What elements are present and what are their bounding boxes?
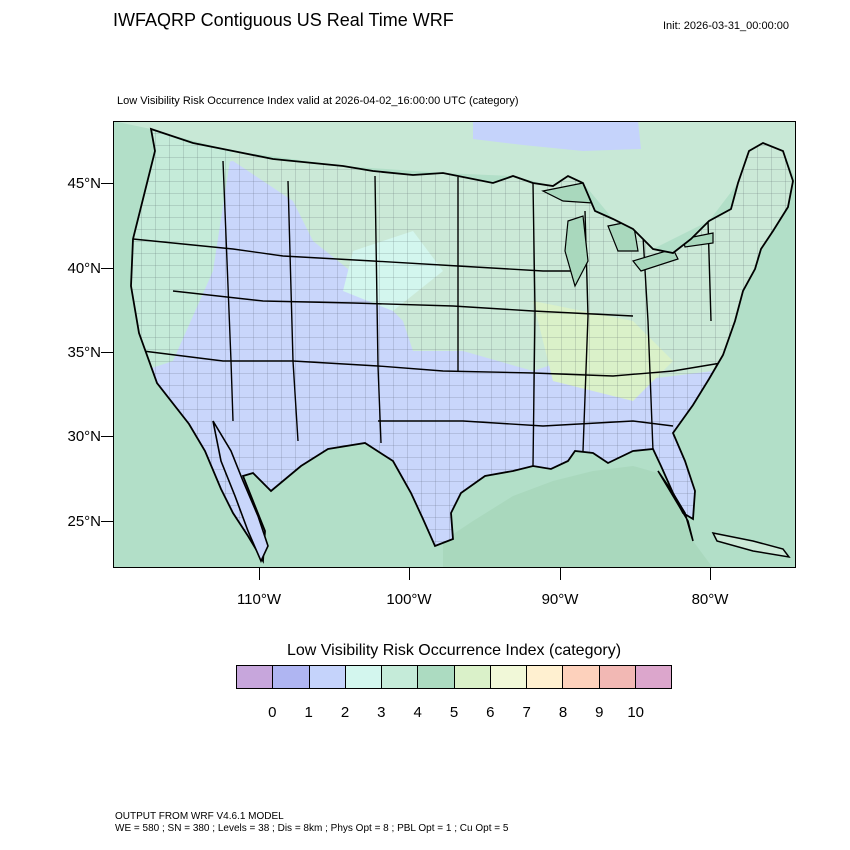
lon-label-110w: 110°W bbox=[236, 591, 282, 608]
footer-line-2: WE = 580 ; SN = 380 ; Levels = 38 ; Dis … bbox=[115, 823, 509, 834]
florida-coast bbox=[657, 470, 694, 542]
legend-label-1: 1 bbox=[304, 704, 313, 721]
lat-label-35n: 35°N bbox=[67, 344, 101, 361]
lat-label-40n: 40°N bbox=[67, 260, 101, 277]
caribbean-islands bbox=[711, 531, 791, 559]
lat-tick-25n bbox=[101, 521, 113, 522]
lon-tick-90w bbox=[560, 568, 561, 580]
lake-erie bbox=[631, 248, 679, 272]
lat-tick-45n bbox=[101, 183, 113, 184]
legend-swatch-3 bbox=[345, 666, 382, 688]
model-info-footer: OUTPUT FROM WRF V4.6.1 MODEL WE = 580 ; … bbox=[115, 811, 508, 835]
map-border bbox=[113, 121, 796, 568]
lat-tick-30n bbox=[101, 436, 113, 437]
legend-swatch-4 bbox=[382, 666, 419, 688]
lon-label-90w: 90°W bbox=[541, 591, 579, 608]
lat-label-45n: 45°N bbox=[67, 175, 101, 192]
lat-label-25n: 25°N bbox=[67, 513, 101, 530]
legend-label-10: 10 bbox=[627, 704, 644, 721]
lon-label-80w: 80°W bbox=[691, 591, 729, 608]
legend-label-6: 6 bbox=[486, 704, 495, 721]
lat-tick-40n bbox=[101, 268, 113, 269]
lon-tick-110w bbox=[259, 568, 260, 580]
legend-swatch-8 bbox=[527, 666, 564, 688]
legend-label-5: 5 bbox=[449, 704, 459, 721]
map-panel bbox=[113, 121, 796, 568]
footer-line-1: OUTPUT FROM WRF V4.6.1 MODEL bbox=[115, 811, 284, 822]
legend-color-bar bbox=[236, 665, 672, 689]
init-time-label: Init: 2026-03-31_00:00:00 bbox=[663, 20, 789, 32]
legend-swatch-9 bbox=[563, 666, 600, 688]
legend-label-0: 0 bbox=[268, 704, 277, 721]
legend-label-8: 8 bbox=[558, 704, 568, 721]
legend-title: Low Visibility Risk Occurrence Index (ca… bbox=[286, 642, 622, 659]
lon-tick-80w bbox=[710, 568, 711, 580]
legend-label-9: 9 bbox=[595, 704, 604, 721]
conus-map bbox=[113, 121, 796, 568]
map-subtitle: Low Visibility Risk Occurrence Index val… bbox=[117, 95, 519, 107]
legend-label-7: 7 bbox=[522, 704, 531, 721]
legend-swatch-5 bbox=[418, 666, 455, 688]
northern-water-region bbox=[473, 121, 641, 151]
lat-tick-35n bbox=[101, 352, 113, 353]
lat-label-30n: 30°N bbox=[67, 428, 101, 445]
legend-swatch-0 bbox=[237, 666, 274, 688]
lake-michigan bbox=[564, 215, 589, 288]
lon-tick-100w bbox=[409, 568, 410, 580]
lon-label-100w: 100°W bbox=[386, 591, 432, 608]
legend-swatch-6 bbox=[454, 666, 491, 688]
legend-swatch-11 bbox=[635, 666, 671, 688]
legend-swatch-7 bbox=[490, 666, 527, 688]
canada-land bbox=[113, 121, 796, 249]
gulf-of-mexico bbox=[443, 466, 713, 568]
plot-title: IWFAQRP Contiguous US Real Time WRF bbox=[113, 10, 454, 30]
baja-california bbox=[212, 420, 269, 563]
legend-swatch-2 bbox=[309, 666, 346, 688]
legend-label-3: 3 bbox=[377, 704, 386, 721]
legend-swatch-1 bbox=[273, 666, 310, 688]
legend-label-4: 4 bbox=[413, 704, 422, 721]
legend-label-2: 2 bbox=[340, 704, 350, 721]
legend-swatch-10 bbox=[599, 666, 636, 688]
